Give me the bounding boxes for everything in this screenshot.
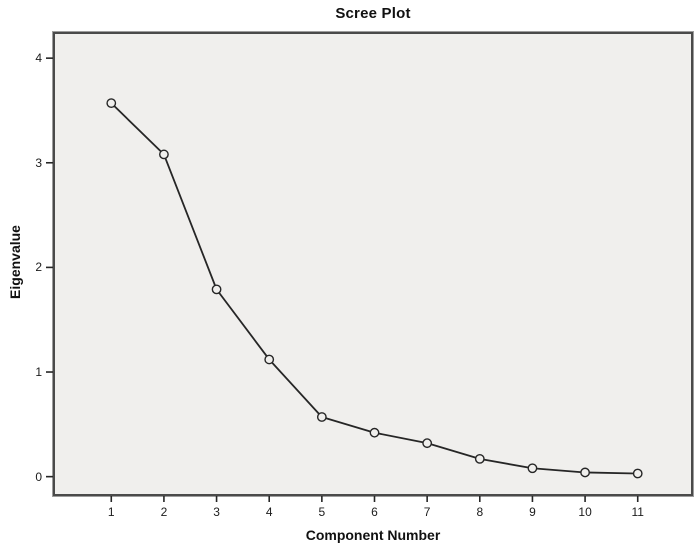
- y-tick-label: 3: [35, 155, 42, 170]
- x-tick-label: 7: [423, 505, 431, 519]
- x-tick-label: 11: [631, 505, 644, 519]
- data-point-marker: [474, 453, 485, 464]
- series-line: [110, 102, 638, 475]
- data-point-marker: [527, 463, 538, 474]
- y-tick-label: 1: [35, 365, 42, 380]
- data-point-marker: [632, 468, 643, 479]
- x-tick-label: 2: [160, 505, 168, 519]
- data-point-marker: [264, 354, 275, 365]
- x-tick-label: 3: [213, 505, 220, 519]
- x-tick-label: 9: [529, 505, 536, 519]
- data-point-marker: [106, 98, 117, 109]
- data-point-marker: [369, 427, 380, 438]
- data-point-marker: [316, 412, 327, 422]
- x-tick-label: 10: [578, 505, 592, 519]
- y-tick-label: 2: [35, 260, 42, 275]
- data-point-marker: [422, 438, 433, 449]
- data-point-marker: [580, 467, 590, 478]
- plot-area: [53, 32, 693, 496]
- chart-title: Scree Plot: [335, 5, 411, 22]
- x-tick-label: 6: [371, 505, 378, 519]
- x-tick-label: 1: [107, 505, 115, 519]
- x-tick-label: 5: [318, 505, 326, 519]
- y-tick-label: 0: [35, 469, 42, 484]
- x-tick-label: 8: [476, 505, 484, 519]
- y-tick-label: 4: [35, 51, 42, 66]
- data-point-marker: [211, 284, 222, 295]
- x-axis-label: Component Number: [305, 527, 441, 543]
- data-point-marker: [159, 149, 169, 160]
- x-tick-label: 4: [265, 505, 273, 519]
